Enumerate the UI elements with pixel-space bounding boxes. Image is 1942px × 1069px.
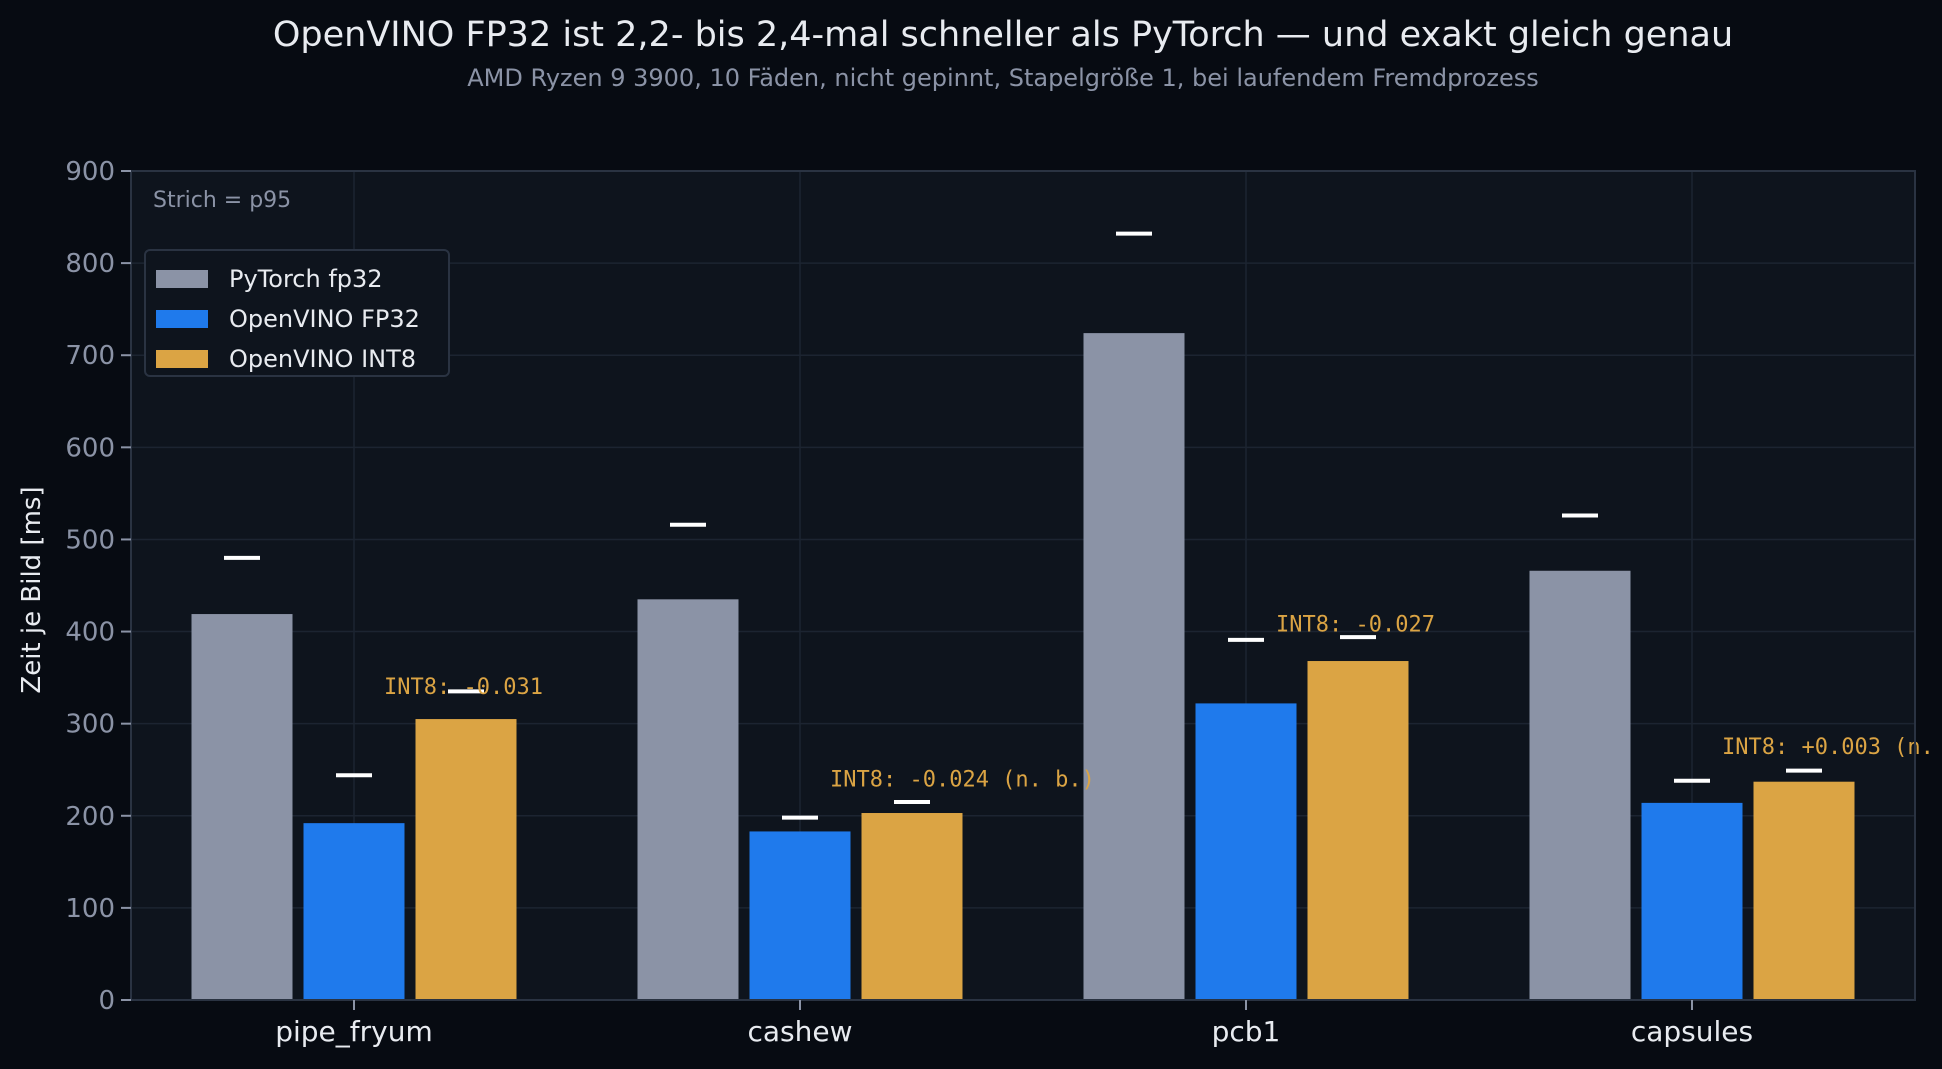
- plot-frame: [130, 170, 1916, 1001]
- bar: [1753, 781, 1855, 1000]
- bar: [861, 813, 963, 1000]
- y-tick-label: 0: [98, 986, 115, 1016]
- p95-markers: [224, 231, 1822, 820]
- x-tick-label: pcb1: [1212, 1015, 1281, 1048]
- annotation-label: INT8: +0.003 (n. b.): [1722, 735, 1942, 760]
- legend-label: PyTorch fp32: [229, 265, 383, 293]
- bar: [1641, 802, 1743, 1000]
- annotation-label: INT8: -0.024 (n. b.): [830, 767, 1095, 792]
- bar: [1083, 333, 1185, 1000]
- bar: [191, 614, 293, 1000]
- x-tick-label: pipe_fryum: [275, 1015, 433, 1048]
- legend-label: OpenVINO FP32: [229, 305, 420, 333]
- bar: [1307, 661, 1409, 1000]
- chart-title: OpenVINO FP32 ist 2,2- bis 2,4-mal schne…: [273, 15, 1733, 55]
- x-tick-label: cashew: [747, 1015, 852, 1048]
- legend-swatch: [156, 350, 208, 368]
- bar: [637, 599, 739, 1000]
- y-tick-label: 700: [65, 341, 115, 371]
- annotation-label: INT8: -0.031: [384, 675, 543, 700]
- p95-note: Strich = p95: [153, 188, 291, 213]
- y-axis-label: Zeit je Bild [ms]: [17, 486, 47, 693]
- bar: [415, 719, 517, 1000]
- bars: [191, 333, 1855, 1000]
- annotations: INT8: -0.031 INT8: -0.024 (n. b.) INT8: -0…: [384, 613, 1942, 793]
- y-tick-label: 400: [65, 618, 115, 648]
- legend: PyTorch fp32 OpenVINO FP32 OpenVINO INT8: [144, 249, 450, 377]
- bar: [1529, 570, 1631, 1000]
- axes: 0 100 200 300 400 500 600 700 800 900 pipe_fryum ca…: [65, 157, 1916, 1048]
- y-tick-label: 300: [65, 710, 115, 740]
- legend-label: OpenVINO INT8: [229, 345, 416, 373]
- legend-swatch: [156, 310, 208, 328]
- y-tick-label: 900: [65, 157, 115, 187]
- y-tick-label: 500: [65, 525, 115, 555]
- legend-box: [144, 249, 450, 377]
- chart-subtitle: AMD Ryzen 9 3900, 10 Fäden, nicht gepinn…: [467, 64, 1539, 92]
- y-tick-label: 600: [65, 433, 115, 463]
- bar: [749, 831, 851, 1000]
- bar: [303, 823, 405, 1000]
- y-tick-label: 100: [65, 894, 115, 924]
- y-tick-label: 200: [65, 802, 115, 832]
- annotation-label: INT8: -0.027: [1276, 613, 1435, 638]
- x-tick-label: capsules: [1631, 1015, 1753, 1048]
- bar: [1195, 703, 1297, 1000]
- legend-swatch: [156, 270, 208, 288]
- y-tick-label: 800: [65, 249, 115, 279]
